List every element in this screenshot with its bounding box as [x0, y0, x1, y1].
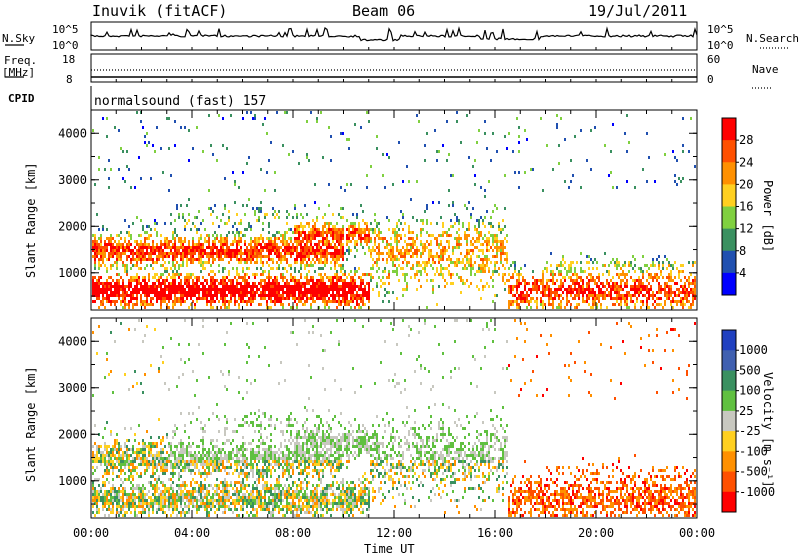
- velocity-colorbar-tick-label: 100: [739, 384, 761, 398]
- velocity-colorbar-swatch: [722, 411, 736, 432]
- power-colorbar-tick-label: 16: [739, 200, 753, 214]
- nsky-frame: [91, 22, 697, 50]
- xtick-label: 04:00: [174, 526, 210, 540]
- xtick-label: 00:00: [679, 526, 715, 540]
- velocity-colorbar-swatch: [722, 472, 736, 493]
- power-colorbar-tick-label: 4: [739, 266, 746, 280]
- velocity-colorbar-tick-label: -1000: [739, 485, 775, 499]
- velocity-colorbar-swatch: [722, 431, 736, 452]
- velocity-colorbar-swatch: [722, 492, 736, 513]
- power-colorbar-tick-label: 24: [739, 155, 753, 169]
- velocity-colorbar-tick-label: 500: [739, 363, 761, 377]
- velocity-panel-ytick-label: 1000: [58, 474, 87, 488]
- power-heatmap: [92, 111, 696, 309]
- velocity-panel-ytick-label: 4000: [58, 334, 87, 348]
- velocity-panel-ytick-label: 2000: [58, 427, 87, 441]
- velocity-colorbar-swatch: [722, 350, 736, 371]
- power-colorbar-swatch: [722, 162, 736, 185]
- power-panel-ytick-label: 3000: [58, 173, 87, 187]
- power-panel-ytick-label: 1000: [58, 266, 87, 280]
- velocity-colorbar-swatch: [722, 391, 736, 412]
- velocity-colorbar-tick-label: -100: [739, 444, 768, 458]
- power-colorbar-tick-label: 12: [739, 222, 753, 236]
- power-colorbar-swatch: [722, 207, 736, 230]
- power-colorbar-swatch: [722, 118, 736, 141]
- power-panel-ytick-label: 4000: [58, 126, 87, 140]
- power-colorbar-swatch: [722, 184, 736, 207]
- cpid-frame: [91, 86, 697, 110]
- power-colorbar-swatch: [722, 273, 736, 296]
- xtick-label: 20:00: [578, 526, 614, 540]
- velocity-colorbar-tick-label: 1000: [739, 343, 768, 357]
- xtick-label: 16:00: [477, 526, 513, 540]
- velocity-colorbar-swatch: [722, 370, 736, 391]
- power-colorbar-swatch: [722, 251, 736, 274]
- velocity-colorbar-tick-label: -500: [739, 465, 768, 479]
- velocity-heatmap: [92, 319, 696, 517]
- xtick-label: 12:00: [376, 526, 412, 540]
- xtick-label: 00:00: [73, 526, 109, 540]
- power-colorbar-tick-label: 28: [739, 133, 753, 147]
- power-colorbar-tick-label: 8: [739, 244, 746, 258]
- freq-frame: [91, 54, 697, 82]
- power-colorbar-swatch: [722, 140, 736, 163]
- velocity-colorbar-swatch: [722, 330, 736, 351]
- velocity-colorbar-tick-label: 25: [739, 404, 753, 418]
- xtick-label: 08:00: [275, 526, 311, 540]
- velocity-colorbar-swatch: [722, 451, 736, 472]
- power-colorbar-tick-label: 20: [739, 177, 753, 191]
- nsky-line: [91, 28, 697, 41]
- power-colorbar-swatch: [722, 229, 736, 252]
- velocity-panel-ytick-label: 3000: [58, 381, 87, 395]
- power-panel-ytick-label: 2000: [58, 219, 87, 233]
- velocity-colorbar-tick-label: -25: [739, 424, 761, 438]
